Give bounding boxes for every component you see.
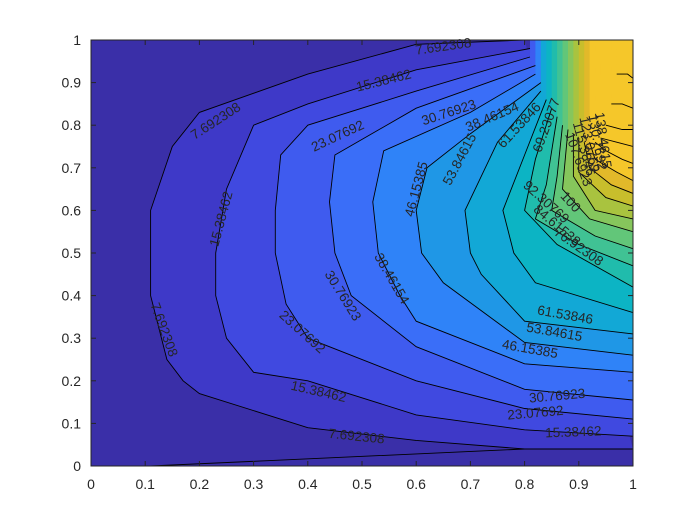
x-tick-label: 0.3 bbox=[244, 476, 264, 492]
contour-line-3 bbox=[329, 65, 633, 401]
y-tick-label: 0 bbox=[73, 458, 81, 474]
contour-line-12 bbox=[572, 133, 633, 220]
y-axis: 0 0.1 0.2 0.3 0.4 0.5 0.6 0.7 0.8 0.9 1 bbox=[62, 32, 633, 474]
contour-label: 23.07692 bbox=[507, 403, 564, 423]
contour-line-2 bbox=[274, 56, 633, 420]
x-tick-label: 0.1 bbox=[135, 476, 155, 492]
contour-line-20 bbox=[616, 73, 633, 79]
x-tick-label: 1 bbox=[629, 476, 637, 492]
x-tick-label: 0 bbox=[87, 476, 95, 492]
contour-line-11 bbox=[562, 129, 633, 233]
contour-line-9 bbox=[534, 116, 633, 267]
x-tick-label: 0.9 bbox=[569, 476, 589, 492]
contour-fill-group bbox=[91, 40, 633, 466]
y-tick-label: 0.4 bbox=[62, 288, 82, 304]
x-tick-label: 0.4 bbox=[298, 476, 318, 492]
x-axis: 0 0.1 0.2 0.3 0.4 0.5 0.6 0.7 0.8 0.9 1 bbox=[87, 40, 637, 492]
contour-label: 30.76923 bbox=[528, 386, 585, 406]
y-tick-label: 0.1 bbox=[62, 415, 82, 431]
contour-label: 15.38462 bbox=[545, 423, 602, 440]
x-tick-label: 0.5 bbox=[352, 476, 372, 492]
contour-line-group bbox=[150, 40, 633, 466]
y-tick-label: 0.2 bbox=[62, 373, 82, 389]
contour-line-10 bbox=[551, 125, 633, 250]
x-tick-label: 0.8 bbox=[515, 476, 535, 492]
contour-line-19 bbox=[611, 103, 633, 109]
y-tick-label: 0.5 bbox=[62, 245, 82, 261]
y-tick-label: 0.6 bbox=[62, 202, 82, 218]
contour-line-1 bbox=[215, 48, 633, 437]
contour-line-15 bbox=[589, 142, 633, 181]
x-tick-label: 0.2 bbox=[190, 476, 210, 492]
contour-line-14 bbox=[583, 142, 633, 194]
y-tick-label: 0.8 bbox=[62, 117, 82, 133]
contour-line-8 bbox=[524, 108, 633, 288]
contour-line-13 bbox=[578, 138, 633, 207]
contour-line-5 bbox=[415, 82, 633, 356]
contour-line-7 bbox=[502, 99, 633, 314]
y-tick-label: 0.9 bbox=[62, 75, 82, 91]
y-tick-label: 0.7 bbox=[62, 160, 82, 176]
contour-line-17 bbox=[600, 137, 633, 147]
contour-line-16 bbox=[594, 141, 633, 164]
contour-label: 7.692308 bbox=[328, 426, 386, 447]
contour-line-18 bbox=[605, 124, 633, 130]
contour-line-4 bbox=[372, 73, 633, 373]
x-tick-label: 0.7 bbox=[461, 476, 481, 492]
y-tick-label: 0.3 bbox=[62, 330, 82, 346]
x-tick-label: 0.6 bbox=[406, 476, 426, 492]
contour-line-bottom bbox=[150, 448, 633, 466]
contour-band-21 bbox=[616, 40, 633, 79]
contour-line-0 bbox=[150, 40, 633, 450]
y-tick-label: 1 bbox=[73, 32, 81, 48]
contour-line-6 bbox=[464, 90, 633, 335]
